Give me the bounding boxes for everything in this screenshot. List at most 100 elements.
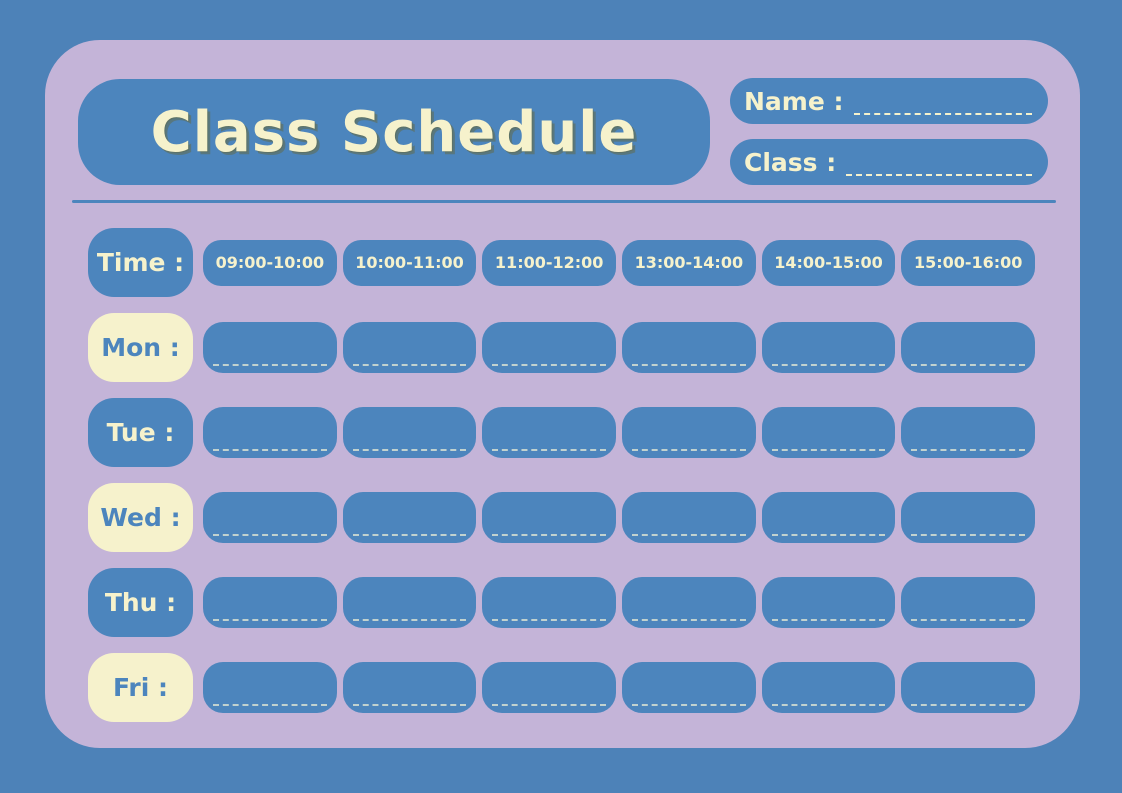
cell-fill-line[interactable] [632, 534, 746, 536]
schedule-cell[interactable] [901, 577, 1036, 628]
schedule-cell[interactable] [342, 322, 477, 373]
day-label-box: Fri : [88, 653, 193, 722]
schedule-cell[interactable] [901, 322, 1036, 373]
schedule-cell[interactable] [901, 492, 1036, 543]
name-label: Name : [744, 86, 844, 116]
cell-fill-line[interactable] [492, 364, 607, 366]
time-slot: 10:00-11:00 [342, 239, 477, 286]
cell-fill-line[interactable] [213, 704, 327, 706]
day-label: Thu : [104, 588, 177, 617]
cell-fill-line[interactable] [352, 449, 467, 451]
cell-fill-line[interactable] [632, 449, 746, 451]
day-label-box: Wed : [88, 483, 193, 552]
day-row: Fri : [88, 653, 1036, 722]
day-cells [203, 407, 1036, 458]
day-label: Mon : [101, 333, 180, 362]
class-fill-line[interactable] [846, 174, 1032, 176]
day-row: Mon : [88, 313, 1036, 382]
cell-fill-line[interactable] [352, 534, 467, 536]
schedule-cell[interactable] [482, 407, 617, 458]
schedule-cell[interactable] [761, 322, 896, 373]
schedule-cell[interactable] [203, 407, 337, 458]
name-fill-line[interactable] [853, 113, 1032, 115]
time-header-row: Time : 09:00-10:00 10:00-11:00 11:00-12:… [88, 228, 1036, 297]
cell-fill-line[interactable] [352, 704, 467, 706]
schedule-cell[interactable] [203, 492, 337, 543]
cell-fill-line[interactable] [213, 534, 327, 536]
day-label-box: Thu : [88, 568, 193, 637]
time-label: Time : [96, 248, 185, 277]
cell-fill-line[interactable] [352, 364, 467, 366]
schedule-cell[interactable] [622, 577, 756, 628]
schedule-cell[interactable] [482, 322, 617, 373]
time-slot: 11:00-12:00 [482, 239, 617, 286]
schedule-cell[interactable] [482, 577, 617, 628]
schedule-cell[interactable] [203, 577, 337, 628]
time-slot: 14:00-15:00 [761, 239, 896, 286]
cell-fill-line[interactable] [771, 619, 886, 621]
cell-fill-line[interactable] [492, 619, 607, 621]
cell-fill-line[interactable] [213, 449, 327, 451]
schedule-cell[interactable] [622, 492, 756, 543]
day-label: Fri : [112, 673, 169, 702]
schedule-cell[interactable] [342, 407, 477, 458]
schedule-grid: Time : 09:00-10:00 10:00-11:00 11:00-12:… [88, 228, 1036, 738]
day-cells [203, 322, 1036, 373]
cell-fill-line[interactable] [352, 619, 467, 621]
schedule-cell[interactable] [482, 492, 617, 543]
cell-fill-line[interactable] [632, 619, 746, 621]
cell-fill-line[interactable] [771, 534, 886, 536]
cell-fill-line[interactable] [771, 449, 886, 451]
schedule-cell[interactable] [342, 492, 477, 543]
day-row: Thu : [88, 568, 1036, 637]
schedule-cell[interactable] [761, 577, 896, 628]
schedule-cell[interactable] [901, 662, 1036, 713]
cell-fill-line[interactable] [632, 364, 746, 366]
cell-fill-line[interactable] [213, 364, 327, 366]
cell-fill-line[interactable] [492, 704, 607, 706]
schedule-card: Class Schedule Name : Class : Time : 09:… [45, 40, 1080, 748]
cell-fill-line[interactable] [911, 364, 1026, 366]
schedule-cell[interactable] [203, 662, 337, 713]
day-row: Tue : [88, 398, 1036, 467]
cell-fill-line[interactable] [911, 704, 1026, 706]
schedule-cell[interactable] [203, 322, 337, 373]
schedule-cell[interactable] [342, 662, 477, 713]
day-label-box: Mon : [88, 313, 193, 382]
header-divider [72, 200, 1056, 203]
page-title: Class Schedule [150, 99, 638, 165]
cell-fill-line[interactable] [771, 704, 886, 706]
time-slots: 09:00-10:00 10:00-11:00 11:00-12:00 13:0… [203, 239, 1036, 286]
schedule-cell[interactable] [761, 662, 896, 713]
day-cells [203, 492, 1036, 543]
class-field[interactable]: Class : [730, 139, 1048, 185]
cell-fill-line[interactable] [771, 364, 886, 366]
day-cells [203, 577, 1036, 628]
cell-fill-line[interactable] [213, 619, 327, 621]
cell-fill-line[interactable] [632, 704, 746, 706]
schedule-cell[interactable] [622, 407, 756, 458]
day-label: Tue : [106, 418, 175, 447]
time-label-box: Time : [88, 228, 193, 297]
cell-fill-line[interactable] [492, 449, 607, 451]
time-slot: 15:00-16:00 [901, 239, 1036, 286]
cell-fill-line[interactable] [911, 619, 1026, 621]
day-label-box: Tue : [88, 398, 193, 467]
time-slot: 13:00-14:00 [622, 239, 756, 286]
schedule-cell[interactable] [761, 492, 896, 543]
schedule-cell[interactable] [482, 662, 617, 713]
schedule-cell[interactable] [622, 662, 756, 713]
name-field[interactable]: Name : [730, 78, 1048, 124]
day-row: Wed : [88, 483, 1036, 552]
cell-fill-line[interactable] [492, 534, 607, 536]
cell-fill-line[interactable] [911, 449, 1026, 451]
time-slot: 09:00-10:00 [203, 239, 337, 286]
day-cells [203, 662, 1036, 713]
schedule-cell[interactable] [761, 407, 896, 458]
class-label: Class : [744, 147, 837, 177]
schedule-cell[interactable] [901, 407, 1036, 458]
schedule-cell[interactable] [622, 322, 756, 373]
cell-fill-line[interactable] [911, 534, 1026, 536]
schedule-cell[interactable] [342, 577, 477, 628]
